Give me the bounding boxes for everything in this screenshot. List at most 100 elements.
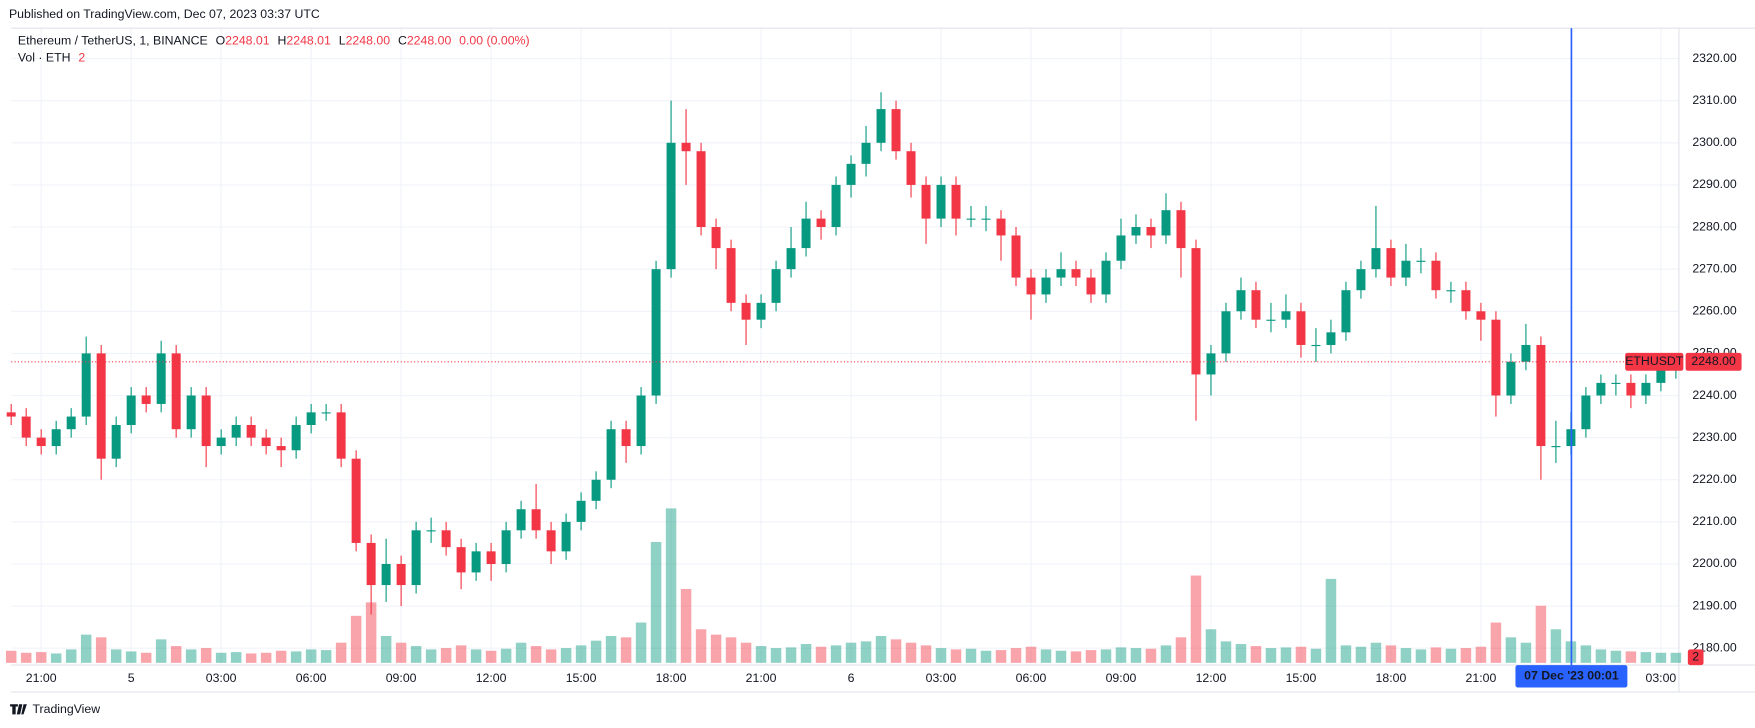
brand: TradingView (10, 702, 100, 716)
candle-body (651, 269, 661, 396)
candle-body (1131, 227, 1141, 236)
candle-body (741, 302, 751, 320)
candle-body (396, 563, 406, 586)
volume-bar (440, 648, 452, 663)
volume-bar (245, 653, 257, 663)
candle-body (921, 184, 931, 219)
volume-bar (110, 649, 122, 663)
volume-bar (65, 649, 77, 663)
volume-bar (995, 650, 1007, 663)
candle-body (1281, 311, 1291, 320)
candle-body (621, 429, 631, 447)
y-tick-label: 2220.00 (1692, 472, 1737, 486)
candle-body (1086, 277, 1096, 295)
x-tick-label: 12:00 (1196, 671, 1227, 685)
volume-title: Vol · ETH (18, 51, 71, 65)
volume-bar (920, 645, 932, 663)
volume-bar (485, 650, 497, 663)
volume-bar (470, 649, 482, 663)
candle-body (636, 395, 646, 447)
legend-value: 2248.01 (286, 34, 331, 48)
volume-bar (1220, 641, 1232, 663)
candle-body (831, 184, 841, 228)
volume-bar (590, 640, 602, 663)
volume-bar (1610, 650, 1622, 663)
y-tick-label: 2190.00 (1692, 598, 1737, 612)
candle-body (126, 395, 136, 425)
candle-body (246, 424, 256, 438)
candle-body (1656, 370, 1666, 383)
candle-body (1356, 269, 1366, 291)
volume-bar (740, 642, 752, 663)
volume-bar (1385, 645, 1397, 663)
volume-bar (1025, 646, 1037, 663)
volume-bar (575, 645, 587, 663)
candle-body (531, 509, 541, 531)
x-tick-label: 12:00 (476, 671, 507, 685)
brand-logo (10, 704, 27, 715)
legend-key: L (339, 34, 346, 48)
volume-bar (320, 650, 332, 663)
volume-bar (1355, 646, 1367, 663)
candle-body (1611, 382, 1621, 384)
candle-body (1251, 290, 1261, 320)
volume-bar (125, 651, 137, 663)
candle-body (81, 353, 91, 417)
volume-bar (890, 639, 902, 663)
candle-body (501, 530, 511, 564)
candle-body (1401, 260, 1411, 278)
volume-bar (1640, 652, 1652, 663)
volume-bar (395, 642, 407, 663)
volume-bar (1115, 647, 1127, 663)
volume-bar (1430, 647, 1442, 663)
candle-body (1011, 235, 1021, 278)
volume-bar (1445, 648, 1457, 663)
volume-bar (200, 648, 212, 663)
candle-body (366, 542, 376, 586)
volume-bar (50, 653, 62, 663)
volume-bar (1040, 649, 1052, 663)
volume-bar (1130, 648, 1142, 663)
candle-body (1146, 227, 1156, 236)
candle-body (591, 479, 601, 501)
volume-bar (1175, 637, 1187, 663)
candle-body (1266, 319, 1276, 321)
crosshair-label: 07 Dec '23 00:01 (1524, 669, 1619, 683)
volume-bar (1625, 651, 1637, 663)
volume-bar (20, 652, 32, 663)
volume-bar (755, 646, 767, 663)
candle-body (471, 551, 481, 573)
x-tick-label: 03:00 (926, 671, 957, 685)
candle-body (1221, 311, 1231, 354)
candle-body (1296, 311, 1306, 345)
volume-bar (1145, 648, 1157, 663)
volume-bar (620, 637, 632, 663)
volume-bar (830, 645, 842, 663)
candle-body (576, 500, 586, 522)
volume-bar (1160, 645, 1172, 663)
volume-bar (680, 588, 692, 663)
y-tick-label: 2260.00 (1692, 304, 1737, 318)
volume-value: 2 (78, 51, 85, 65)
candle-body (1416, 260, 1426, 262)
y-tick-label: 2300.00 (1692, 135, 1737, 149)
candle-body (966, 218, 976, 220)
volume-bar (1475, 646, 1487, 663)
x-tick-label: 15:00 (566, 671, 597, 685)
volume-bar (410, 646, 422, 663)
candle-body (51, 429, 61, 447)
candle-body (306, 412, 316, 425)
volume-bar (1400, 648, 1412, 663)
volume-bar (650, 541, 662, 663)
y-tick-label: 2200.00 (1692, 556, 1737, 570)
candle-body (711, 227, 721, 249)
candle-body (951, 184, 961, 219)
candle-body (786, 248, 796, 270)
x-tick-label: 21:00 (746, 671, 777, 685)
x-tick-label: 09:00 (386, 671, 417, 685)
candle-body (681, 142, 691, 152)
y-tick-label: 2270.00 (1692, 261, 1737, 275)
candle-body (351, 458, 361, 543)
